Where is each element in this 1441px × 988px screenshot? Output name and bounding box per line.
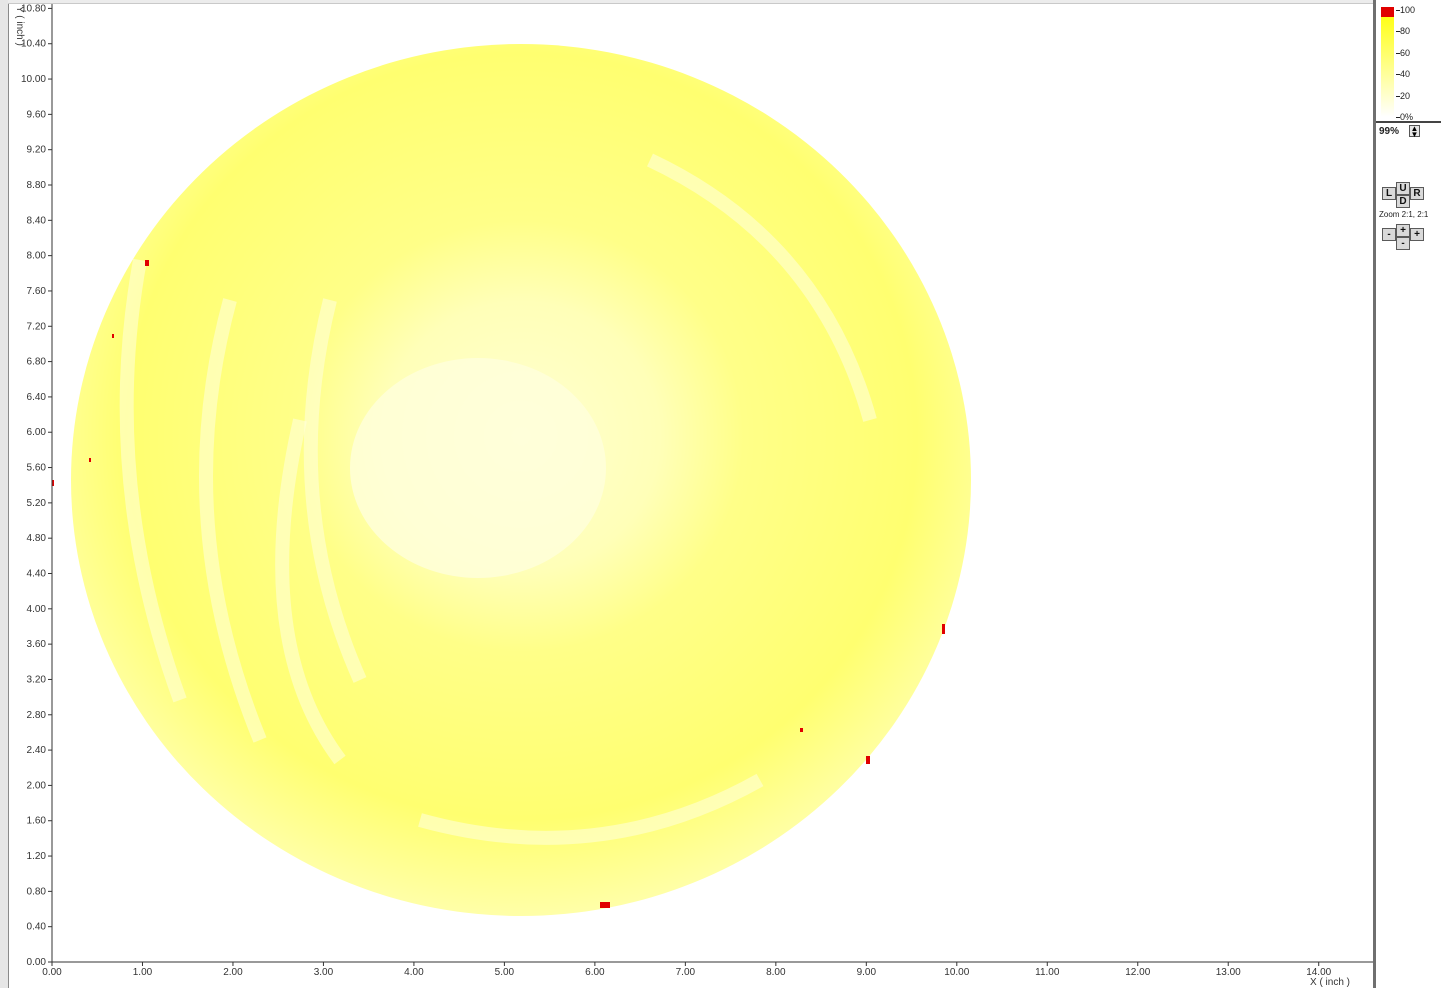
color-legend: 100 80 60 40 20 0%: [1378, 2, 1440, 122]
y-tick-label: 6.40: [27, 392, 47, 403]
y-axis-title: Y ( inch ): [14, 6, 25, 46]
panel-divider: [1376, 121, 1441, 123]
scan-texture-band: [275, 418, 346, 765]
defect-indication: [800, 728, 803, 732]
legend-label: 100: [1400, 5, 1416, 15]
y-tick-label: 6.00: [27, 427, 47, 438]
y-tick-label: 1.20: [27, 851, 47, 862]
defect-indication: [600, 902, 610, 908]
window-top-edge: [8, 0, 1373, 4]
y-tick-label: 0.40: [27, 922, 47, 933]
y-tick-label: 3.60: [27, 639, 47, 650]
y-tick-label: 4.80: [27, 533, 47, 544]
scan-texture-band: [199, 298, 267, 743]
defect-indication: [145, 260, 149, 266]
x-tick-label: 14.00: [1306, 967, 1331, 978]
zoom-percent-readout: 99%: [1379, 126, 1400, 137]
y-tick-label: 6.80: [27, 357, 47, 368]
defect-indication: [52, 480, 54, 486]
y-tick-label: 5.20: [27, 498, 47, 509]
legend-label: 0%: [1400, 112, 1414, 122]
scan-texture-band: [303, 298, 367, 683]
legend-gradient-bar: [1381, 7, 1394, 117]
x-tick-label: 1.00: [133, 967, 153, 978]
legend-label: 40: [1400, 69, 1411, 79]
defect-indication: [89, 458, 91, 462]
scan-center-region: [350, 358, 606, 578]
y-tick-label: 2.80: [27, 710, 47, 721]
zoom-spinner[interactable]: ▲ ▼: [1409, 124, 1420, 139]
x-tick-label: 11.00: [1035, 967, 1060, 978]
x-tick-label: 7.00: [676, 967, 696, 978]
x-tick-label: 0.00: [42, 967, 62, 978]
zoom-in-vertical-button[interactable]: +: [1396, 224, 1410, 237]
y-tick-label: 9.20: [27, 145, 47, 156]
y-tick-label: 0.80: [27, 886, 47, 897]
y-tick-label: 3.20: [27, 674, 47, 685]
y-tick-label: 0.00: [27, 957, 47, 968]
x-tick-label: 3.00: [314, 967, 334, 978]
y-tick-label: 4.00: [27, 604, 47, 615]
pan-down-button[interactable]: D: [1396, 195, 1410, 208]
scan-texture-band: [647, 153, 877, 422]
y-tick-label: 8.00: [27, 251, 47, 262]
y-tick-label: 10.80: [21, 3, 46, 14]
x-axis-title: X ( inch ): [1310, 977, 1350, 988]
x-tick-label: 8.00: [766, 967, 786, 978]
pan-up-button[interactable]: U: [1396, 182, 1410, 195]
x-tick-label: 4.00: [404, 967, 424, 978]
scan-texture-band: [418, 773, 764, 845]
x-tick-label: 6.00: [585, 967, 605, 978]
zoom-out-horizontal-button[interactable]: -: [1382, 228, 1396, 241]
pan-right-button[interactable]: R: [1410, 187, 1424, 200]
y-tick-label: 10.00: [21, 74, 46, 85]
y-tick-label: 10.40: [21, 39, 46, 50]
legend-label: 80: [1400, 26, 1411, 36]
y-tick-label: 8.40: [27, 215, 47, 226]
x-tick-label: 2.00: [223, 967, 243, 978]
legend-label: 20: [1400, 91, 1411, 101]
y-tick-label: 8.80: [27, 180, 47, 191]
defect-indication: [942, 624, 945, 634]
pan-left-button[interactable]: L: [1382, 187, 1396, 200]
x-tick-label: 5.00: [495, 967, 515, 978]
zoom-in-horizontal-button[interactable]: +: [1410, 228, 1424, 241]
x-tick-label: 10.00: [944, 967, 969, 978]
y-tick-label: 2.40: [27, 745, 47, 756]
defect-indication: [112, 334, 114, 338]
zoom-ratio-label: Zoom 2:1, 2:1: [1379, 210, 1429, 219]
y-tick-label: 2.00: [27, 780, 47, 791]
y-tick-label: 1.60: [27, 816, 47, 827]
scan-texture-band: [119, 258, 187, 703]
y-tick-label: 7.60: [27, 286, 47, 297]
legend-max-swatch: [1381, 7, 1394, 17]
zoom-out-vertical-button[interactable]: -: [1396, 237, 1410, 250]
window-left-edge: [0, 0, 9, 988]
legend-label: 60: [1400, 48, 1411, 58]
x-tick-label: 12.00: [1125, 967, 1150, 978]
x-tick-label: 9.00: [857, 967, 877, 978]
x-tick-label: 13.00: [1216, 967, 1241, 978]
y-tick-label: 5.60: [27, 463, 47, 474]
defect-indication: [866, 756, 870, 764]
y-tick-label: 4.40: [27, 569, 47, 580]
c-scan-plot[interactable]: 0.00 0.40 0.80 1.20 1.60 2.00 2.40 2.80 3.20 3.60…: [0, 0, 1373, 988]
y-tick-label: 9.60: [27, 109, 47, 120]
control-panel: 100 80 60 40 20 0% 99% ▲ ▼ L U D R Zoom 2…: [1373, 0, 1441, 988]
y-tick-label: 7.20: [27, 321, 47, 332]
